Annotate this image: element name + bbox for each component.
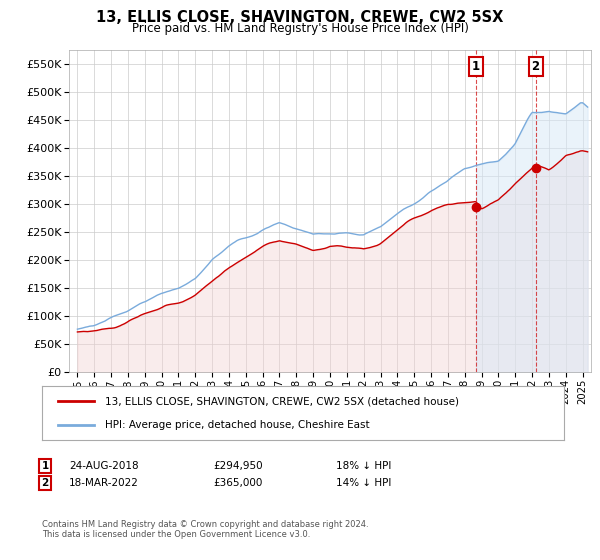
Text: 14% ↓ HPI: 14% ↓ HPI bbox=[336, 478, 391, 488]
Text: 1: 1 bbox=[472, 59, 480, 73]
Text: 2: 2 bbox=[532, 59, 539, 73]
Text: £294,950: £294,950 bbox=[213, 461, 263, 471]
Text: 13, ELLIS CLOSE, SHAVINGTON, CREWE, CW2 5SX: 13, ELLIS CLOSE, SHAVINGTON, CREWE, CW2 … bbox=[97, 10, 503, 25]
Text: 18-MAR-2022: 18-MAR-2022 bbox=[69, 478, 139, 488]
Text: 2: 2 bbox=[41, 478, 49, 488]
Text: HPI: Average price, detached house, Cheshire East: HPI: Average price, detached house, Ches… bbox=[104, 419, 369, 430]
Text: 18% ↓ HPI: 18% ↓ HPI bbox=[336, 461, 391, 471]
Text: 24-AUG-2018: 24-AUG-2018 bbox=[69, 461, 139, 471]
Text: Contains HM Land Registry data © Crown copyright and database right 2024.
This d: Contains HM Land Registry data © Crown c… bbox=[42, 520, 368, 539]
Text: 1: 1 bbox=[41, 461, 49, 471]
Text: Price paid vs. HM Land Registry's House Price Index (HPI): Price paid vs. HM Land Registry's House … bbox=[131, 22, 469, 35]
Text: 13, ELLIS CLOSE, SHAVINGTON, CREWE, CW2 5SX (detached house): 13, ELLIS CLOSE, SHAVINGTON, CREWE, CW2 … bbox=[104, 396, 458, 407]
Text: £365,000: £365,000 bbox=[213, 478, 262, 488]
